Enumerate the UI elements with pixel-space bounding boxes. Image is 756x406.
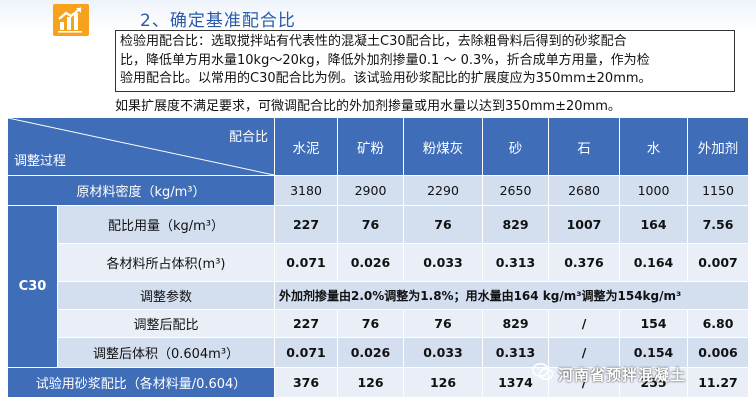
column-header: 石	[548, 117, 620, 176]
table-cell: 7.56	[687, 205, 749, 244]
mix-ratio-table: 配合比 调整过程 水泥 矿粉 粉煤灰 砂 石 水 外加剂 原材料密度（kg/m³…	[7, 117, 749, 398]
column-header: 水泥	[274, 117, 338, 176]
desc-line: 验用配合比。以常用的C30配合比为例。该试验用砂浆配比的扩展度应为350mm±2…	[120, 71, 652, 86]
column-header: 外加剂	[687, 117, 749, 176]
adjustment-note: 外加剂掺量由2.0%调整为1.8%；用水量由164 kg/m³调整为154kg/…	[274, 281, 749, 310]
corner-label-top: 配合比	[228, 130, 268, 145]
table-header-row: 配合比 调整过程 水泥 矿粉 粉煤灰 砂 石 水 外加剂	[7, 117, 749, 176]
table-row-final: 试验用砂浆配比（各材料量/0.604） 376 126 126 1374 / 2…	[7, 367, 749, 398]
table-cell: 1000	[619, 175, 688, 206]
row-label: 调整后体积（0.604m³）	[57, 337, 275, 368]
table-cell: /	[548, 337, 620, 368]
diagonal-line	[8, 118, 274, 175]
table-cell: 164	[619, 205, 688, 244]
table-cell: 0.026	[337, 243, 404, 282]
table-cell: 6.80	[687, 309, 749, 338]
table-cell: 0.164	[619, 243, 688, 282]
table-cell: 1150	[687, 175, 749, 206]
column-header: 粉煤灰	[403, 117, 483, 176]
row-label: 各材料所占体积(m³)	[57, 243, 275, 282]
table-cell: 0.154	[619, 337, 688, 368]
header-corner: 配合比 调整过程	[7, 117, 275, 176]
table-cell: 2650	[482, 175, 549, 206]
table-row-density: 原材料密度（kg/m³） 3180 2900 2290 2650 2680 10…	[7, 175, 749, 206]
table-cell: 0.376	[548, 243, 620, 282]
table-cell: 0.026	[337, 337, 404, 368]
table-cell: 3180	[274, 175, 338, 206]
table-cell: 1374	[482, 367, 549, 398]
table-cell: 76	[337, 205, 404, 244]
table-cell: 0.313	[482, 337, 549, 368]
page-title: 2、确定基准配合比	[140, 11, 296, 31]
row-label: 原材料密度（kg/m³）	[7, 175, 275, 206]
description: 检验用配合比：选取搅拌站有代表性的混凝土C30配合比，去除粗骨料后得到的砂浆配合…	[115, 30, 743, 92]
table-cell: 255	[619, 367, 688, 398]
row-label: 调整后配比	[57, 309, 275, 338]
table-cell: 0.006	[687, 337, 749, 368]
table-cell: 0.071	[274, 337, 338, 368]
table-cell: 76	[337, 309, 404, 338]
table-row: 调整参数 外加剂掺量由2.0%调整为1.8%；用水量由164 kg/m³调整为1…	[8, 281, 749, 310]
corner-label-bottom: 调整过程	[14, 154, 67, 169]
table-row: 调整后体积（0.604m³） 0.071 0.026 0.033 0.313 /…	[8, 337, 749, 368]
table-cell: 126	[337, 367, 404, 398]
description-tail: 如果扩展度不满足要求，可微调配合比的外加剂掺量或用水量以达到350mm±20mm…	[115, 99, 621, 114]
table-cell: 126	[403, 367, 483, 398]
table-row: 各材料所占体积(m³) 0.071 0.026 0.033 0.313 0.37…	[8, 243, 749, 282]
table-cell: 0.071	[274, 243, 338, 282]
description-box: 检验用配合比：选取搅拌站有代表性的混凝土C30配合比，去除粗骨料后得到的砂浆配合…	[115, 30, 735, 92]
column-header: 水	[619, 117, 688, 176]
table-cell: /	[548, 367, 620, 398]
row-label: 调整参数	[57, 281, 275, 310]
table-cell: 0.313	[482, 243, 549, 282]
table-cell: 76	[403, 205, 483, 244]
logo	[53, 4, 89, 36]
table-cell: /	[548, 309, 620, 338]
column-header: 矿粉	[337, 117, 404, 176]
wechat-icon	[532, 363, 554, 381]
table-cell: 0.033	[403, 243, 483, 282]
table-cell: 1007	[548, 205, 620, 244]
row-label: 试验用砂浆配比（各材料量/0.604）	[7, 367, 275, 398]
table-cell: 227	[274, 309, 338, 338]
table-cell: 227	[274, 205, 338, 244]
desc-line: 比，降低单方用水量10kg～20kg，降低外加剂掺量0.1 ～ 0.3%，折合成…	[120, 52, 650, 68]
title-bar	[0, 0, 756, 32]
table-cell: 0.007	[687, 243, 749, 282]
watermark-text: 河南省预拌混凝土	[558, 366, 687, 384]
desc-line: 检验用配合比：选取搅拌站有代表性的混凝土C30配合比，去除粗骨料后得到的砂浆配合	[120, 34, 627, 49]
table-row: 调整后配比 227 76 76 829 / 154 6.80	[8, 309, 749, 338]
table-cell: 2290	[403, 175, 483, 206]
table-cell: 829	[482, 309, 549, 338]
table-cell: 376	[274, 367, 338, 398]
table-cell: 2680	[548, 175, 620, 206]
table-cell: 2900	[337, 175, 404, 206]
table-cell: 154	[619, 309, 688, 338]
table-cell: 0.033	[403, 337, 483, 368]
table-cell: 76	[403, 309, 483, 338]
group-label-c30: C30	[7, 205, 58, 368]
table-cell: 11.27	[687, 367, 749, 398]
column-header: 砂	[482, 117, 549, 176]
table-cell: 829	[482, 205, 549, 244]
table-row: C30 配比用量（kg/m³） 227 76 76 829 1007 164 7…	[7, 205, 749, 368]
bar-chart-icon	[58, 7, 82, 33]
row-label: 配比用量（kg/m³）	[57, 205, 275, 244]
